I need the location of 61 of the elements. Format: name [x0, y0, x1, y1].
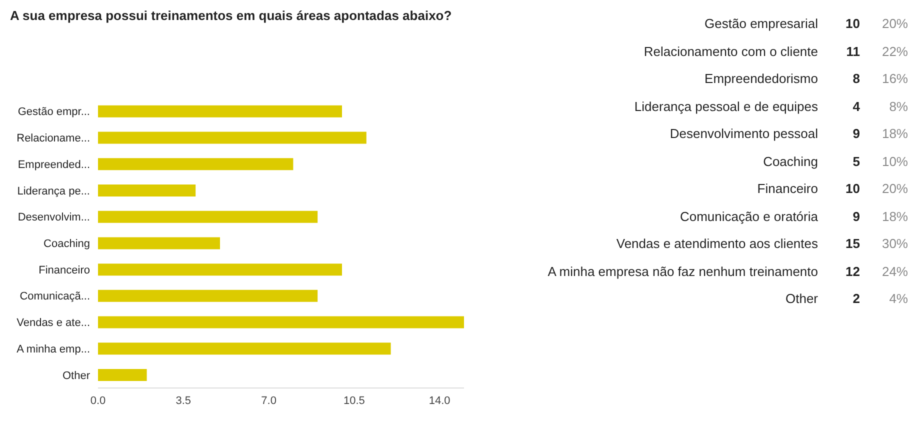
bar: [98, 132, 366, 144]
data-label: 10: [844, 15, 860, 34]
category-label: Vendas e atendimento aos clientes: [615, 235, 818, 254]
bar: [98, 210, 318, 223]
y-tick-label: Comunicaçã...: [20, 290, 90, 303]
y-tick-label: Desenvolvim...: [18, 212, 90, 224]
x-tick-label: 0.0: [90, 394, 106, 407]
data-label: 18%: [880, 125, 908, 144]
y-tick-label: Coaching: [44, 238, 90, 250]
bar: [98, 369, 147, 382]
bar: [98, 316, 464, 328]
data-label: 20%: [880, 180, 908, 198]
data-label: 18%: [880, 208, 908, 226]
bar: [98, 342, 391, 355]
x-tick-label: 7.0: [261, 394, 276, 407]
y-tick-label: Gestão empr...: [18, 106, 90, 118]
y-tick-label: A minha emp...: [16, 343, 90, 356]
data-label: 9: [852, 208, 860, 226]
data-label: 4%: [888, 290, 908, 308]
data-label: 16%: [880, 70, 908, 88]
bar: [98, 264, 342, 276]
data-label: 5: [852, 152, 860, 171]
y-tick-label: Vendas e ate...: [16, 317, 90, 330]
bar: [98, 184, 196, 196]
chart-title: A sua empresa possui treinamentos em quais áreas apontadas abaixo?: [10, 8, 452, 23]
x-tick-label: 14.0: [428, 394, 450, 407]
category-label: Financeiro: [756, 180, 818, 198]
data-label: 11: [845, 42, 860, 61]
category-label: Liderança pessoal e de equipes: [633, 98, 818, 116]
data-label: 8: [852, 70, 860, 88]
y-tick-label: Empreended...: [18, 158, 90, 171]
data-label: 15: [844, 235, 860, 254]
category-label: Empreendedorismo: [704, 70, 818, 88]
y-tick-label: Relacioname...: [16, 132, 90, 145]
bar: [98, 158, 294, 170]
data-label: 20%: [880, 15, 908, 34]
data-label: 24%: [880, 262, 908, 281]
category-label: Coaching: [762, 152, 818, 171]
data-label: 12: [844, 262, 860, 281]
x-tick-label: 10.5: [343, 394, 365, 407]
y-tick-label: Financeiro: [38, 264, 90, 276]
category-label: Other: [784, 290, 818, 308]
category-label: A minha empresa não faz nenhum treinamento: [546, 262, 818, 281]
bar: [98, 237, 220, 250]
data-label: 8%: [888, 98, 908, 116]
bar: [98, 105, 342, 118]
bar: [98, 290, 318, 302]
category-label: Comunicação e oratória: [678, 208, 818, 226]
data-label: 10%: [880, 152, 908, 171]
y-tick-label: Other: [62, 370, 90, 382]
data-label: 2: [852, 290, 860, 308]
y-tick-label: Liderança pe...: [17, 185, 90, 198]
data-label: 9: [852, 125, 860, 144]
category-label: Gestão empresarial: [704, 15, 818, 34]
category-label: Relacionamento com o cliente: [642, 42, 818, 61]
data-label: 30%: [880, 235, 908, 254]
data-label: 10: [844, 180, 860, 198]
data-label: 4: [852, 98, 860, 116]
x-tick-label: 3.5: [176, 394, 192, 407]
data-label: 22%: [880, 42, 908, 61]
category-label: Desenvolvimento pessoal: [668, 125, 818, 144]
